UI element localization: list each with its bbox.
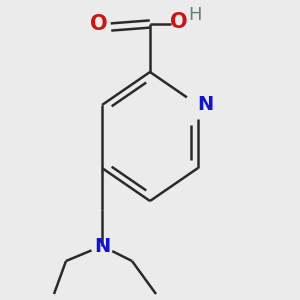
Text: O: O (170, 13, 187, 32)
Text: N: N (94, 236, 110, 256)
Text: H: H (188, 6, 202, 24)
Text: O: O (90, 14, 108, 34)
Text: N: N (197, 95, 214, 115)
